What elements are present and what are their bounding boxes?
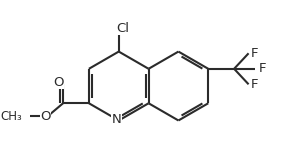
- Text: N: N: [112, 113, 121, 126]
- Text: O: O: [53, 76, 64, 89]
- Text: CH₃: CH₃: [0, 110, 22, 123]
- Text: F: F: [251, 47, 258, 60]
- Text: O: O: [40, 110, 51, 123]
- Text: F: F: [259, 62, 266, 75]
- Text: Cl: Cl: [117, 22, 130, 35]
- Text: F: F: [251, 78, 258, 91]
